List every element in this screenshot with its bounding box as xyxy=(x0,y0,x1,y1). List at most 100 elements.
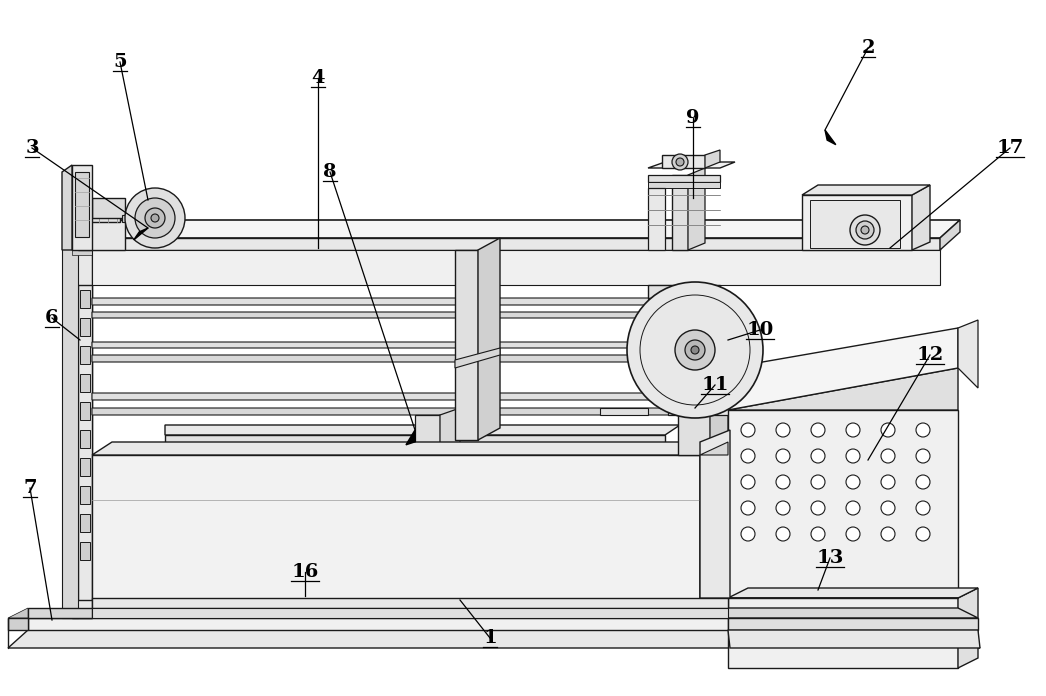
Polygon shape xyxy=(8,630,980,648)
Polygon shape xyxy=(912,185,930,250)
Polygon shape xyxy=(415,415,440,450)
Polygon shape xyxy=(649,182,720,188)
Circle shape xyxy=(811,501,825,515)
Polygon shape xyxy=(92,393,695,400)
Polygon shape xyxy=(82,205,120,222)
Circle shape xyxy=(776,449,790,463)
Bar xyxy=(78,285,92,600)
Polygon shape xyxy=(825,130,836,145)
Text: 5: 5 xyxy=(113,53,127,71)
Polygon shape xyxy=(728,368,958,410)
Circle shape xyxy=(846,449,860,463)
Bar xyxy=(79,486,90,504)
Polygon shape xyxy=(92,355,695,362)
Polygon shape xyxy=(810,200,900,248)
Bar xyxy=(79,430,90,448)
Circle shape xyxy=(145,208,165,228)
Circle shape xyxy=(676,158,684,166)
Text: 1: 1 xyxy=(483,629,497,647)
Polygon shape xyxy=(688,168,705,250)
Circle shape xyxy=(691,346,699,354)
Polygon shape xyxy=(700,442,720,600)
Polygon shape xyxy=(8,608,28,618)
Polygon shape xyxy=(92,342,695,348)
Bar xyxy=(79,346,90,364)
Polygon shape xyxy=(78,220,126,250)
Polygon shape xyxy=(940,220,960,250)
Circle shape xyxy=(811,423,825,437)
Polygon shape xyxy=(165,425,680,435)
Circle shape xyxy=(151,214,159,222)
Polygon shape xyxy=(92,598,728,608)
Circle shape xyxy=(846,527,860,541)
Polygon shape xyxy=(649,298,720,308)
Circle shape xyxy=(811,527,825,541)
Circle shape xyxy=(685,340,705,360)
Polygon shape xyxy=(78,242,98,250)
Polygon shape xyxy=(72,250,940,255)
Polygon shape xyxy=(728,588,978,598)
Circle shape xyxy=(741,449,755,463)
Text: 12: 12 xyxy=(916,346,943,364)
Text: 17: 17 xyxy=(997,139,1024,157)
Circle shape xyxy=(776,475,790,489)
Polygon shape xyxy=(165,435,665,450)
Text: 10: 10 xyxy=(747,321,774,339)
Polygon shape xyxy=(728,618,978,630)
Polygon shape xyxy=(72,238,940,250)
Circle shape xyxy=(126,188,185,248)
Circle shape xyxy=(741,501,755,515)
Polygon shape xyxy=(440,408,460,450)
Polygon shape xyxy=(678,415,710,455)
Circle shape xyxy=(846,475,860,489)
Polygon shape xyxy=(8,618,28,630)
Text: 2: 2 xyxy=(861,39,874,57)
Circle shape xyxy=(846,423,860,437)
Text: 8: 8 xyxy=(323,163,337,181)
Circle shape xyxy=(916,501,930,515)
Text: 3: 3 xyxy=(25,139,39,157)
Polygon shape xyxy=(662,155,705,168)
Polygon shape xyxy=(455,348,500,368)
Polygon shape xyxy=(72,165,92,250)
Circle shape xyxy=(861,226,869,234)
Polygon shape xyxy=(728,630,980,648)
Polygon shape xyxy=(710,408,728,455)
Bar xyxy=(79,458,90,476)
Polygon shape xyxy=(649,285,720,298)
Circle shape xyxy=(811,475,825,489)
Bar xyxy=(79,318,90,336)
Polygon shape xyxy=(700,442,728,455)
Polygon shape xyxy=(478,238,500,440)
Polygon shape xyxy=(728,328,958,410)
Circle shape xyxy=(846,501,860,515)
Polygon shape xyxy=(92,312,695,318)
Circle shape xyxy=(881,527,895,541)
Circle shape xyxy=(881,501,895,515)
Polygon shape xyxy=(406,430,415,445)
Polygon shape xyxy=(92,608,728,618)
Polygon shape xyxy=(728,598,958,668)
Polygon shape xyxy=(62,165,72,250)
Circle shape xyxy=(741,527,755,541)
Polygon shape xyxy=(122,215,132,222)
Circle shape xyxy=(881,475,895,489)
Polygon shape xyxy=(958,588,978,668)
Polygon shape xyxy=(92,442,720,455)
Circle shape xyxy=(135,198,175,238)
Polygon shape xyxy=(649,162,735,168)
Polygon shape xyxy=(728,410,958,598)
Polygon shape xyxy=(250,450,275,455)
Polygon shape xyxy=(600,408,649,415)
Circle shape xyxy=(916,423,930,437)
Polygon shape xyxy=(72,220,960,238)
Circle shape xyxy=(741,475,755,489)
Text: 13: 13 xyxy=(816,549,844,567)
Polygon shape xyxy=(672,175,688,250)
Circle shape xyxy=(811,449,825,463)
Polygon shape xyxy=(92,455,700,600)
Text: 4: 4 xyxy=(312,69,324,87)
Polygon shape xyxy=(802,195,912,250)
Circle shape xyxy=(916,449,930,463)
Circle shape xyxy=(916,527,930,541)
